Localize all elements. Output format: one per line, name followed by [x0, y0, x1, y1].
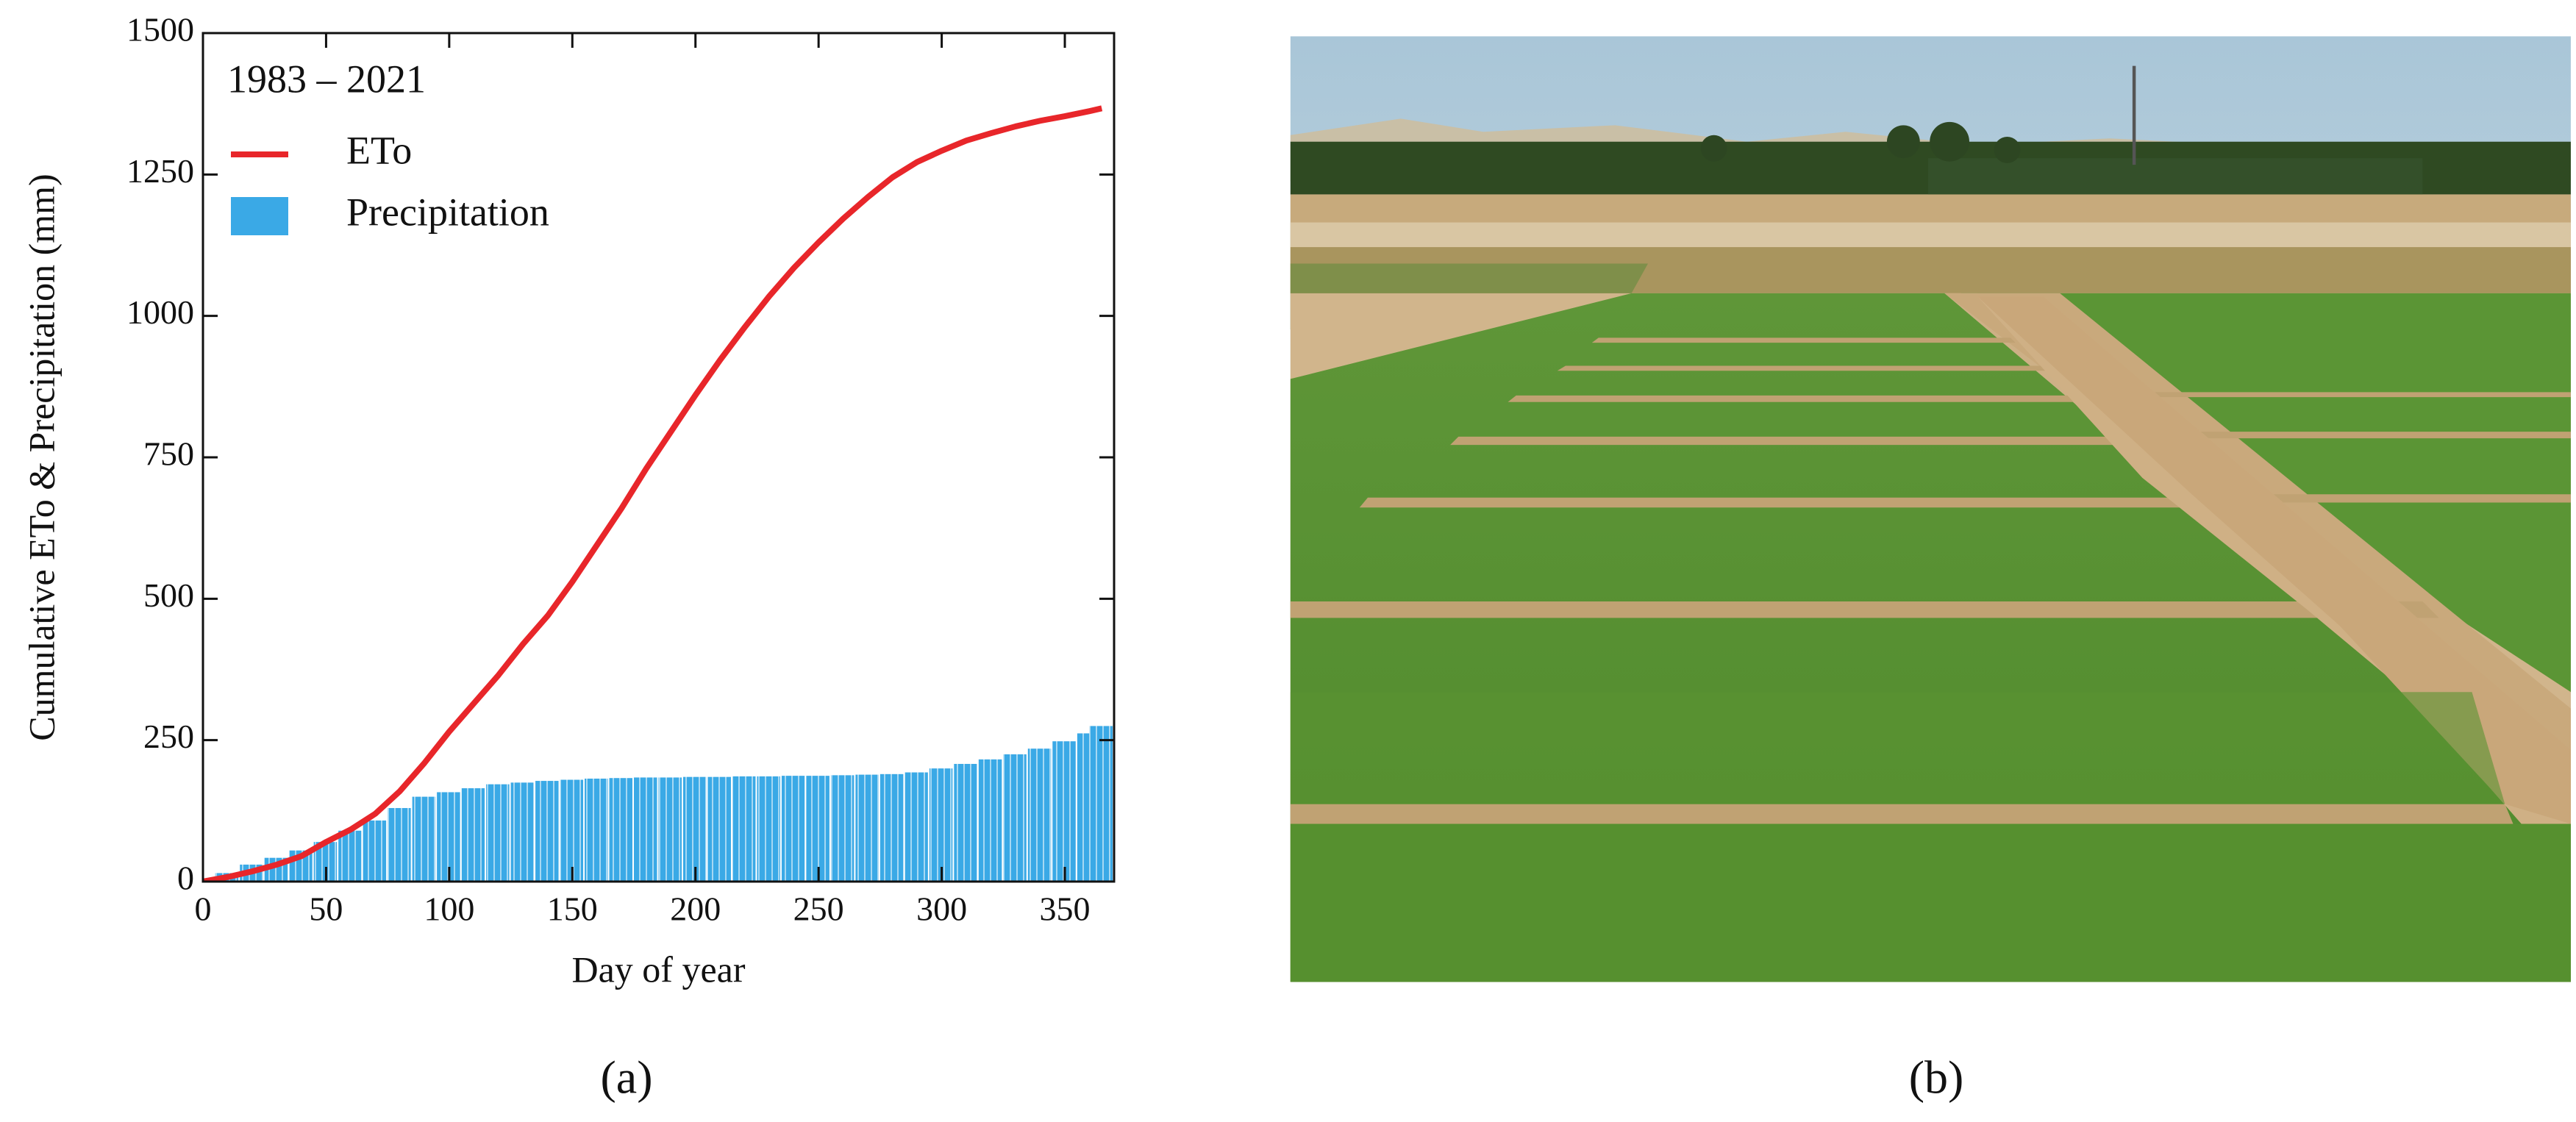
- photo: [1290, 36, 2571, 982]
- bar: [757, 776, 780, 882]
- y-axis-title: Cumulative ETo & Precipitation (mm): [21, 174, 62, 740]
- x-tick-label: 100: [424, 890, 474, 928]
- y-tick-label: 250: [143, 718, 194, 755]
- y-tick-label: 1500: [126, 11, 194, 49]
- bar: [486, 784, 510, 882]
- bar: [1089, 726, 1113, 882]
- bar: [855, 774, 879, 882]
- x-tick-label: 50: [309, 890, 343, 928]
- x-axis-title: Day of year: [572, 948, 746, 990]
- bar: [1027, 748, 1052, 882]
- panel-label: (b): [1909, 1051, 1964, 1104]
- legend-label: ETo: [346, 128, 412, 172]
- panel-label: (a): [600, 1051, 652, 1104]
- bar: [585, 778, 608, 882]
- y-tick-label: 500: [143, 576, 194, 614]
- bar: [658, 777, 682, 882]
- line: [203, 105, 1103, 882]
- x-tick-label: 300: [916, 890, 967, 928]
- bar: [560, 779, 584, 882]
- legend-label: Precipitation: [346, 190, 549, 234]
- bar: [682, 776, 707, 882]
- x-tick-label: 200: [670, 890, 721, 928]
- plot-area: [203, 33, 1113, 882]
- y-tick-label: 1250: [126, 152, 194, 190]
- legend-swatch: [231, 197, 288, 235]
- y-tick-label: 1000: [126, 293, 194, 331]
- x-tick-label: 150: [547, 890, 598, 928]
- bar: [1003, 754, 1027, 882]
- bar: [830, 775, 854, 882]
- bar: [388, 807, 411, 882]
- y-tick-label: 750: [143, 435, 194, 473]
- y-tick-label: 0: [177, 860, 194, 897]
- x-tick-label: 0: [195, 890, 212, 928]
- legend-title: 1983 – 2021: [227, 57, 426, 101]
- bar: [929, 768, 953, 882]
- x-tick-label: 250: [793, 890, 844, 928]
- bar: [412, 796, 436, 882]
- x-tick-label: 350: [1040, 890, 1091, 928]
